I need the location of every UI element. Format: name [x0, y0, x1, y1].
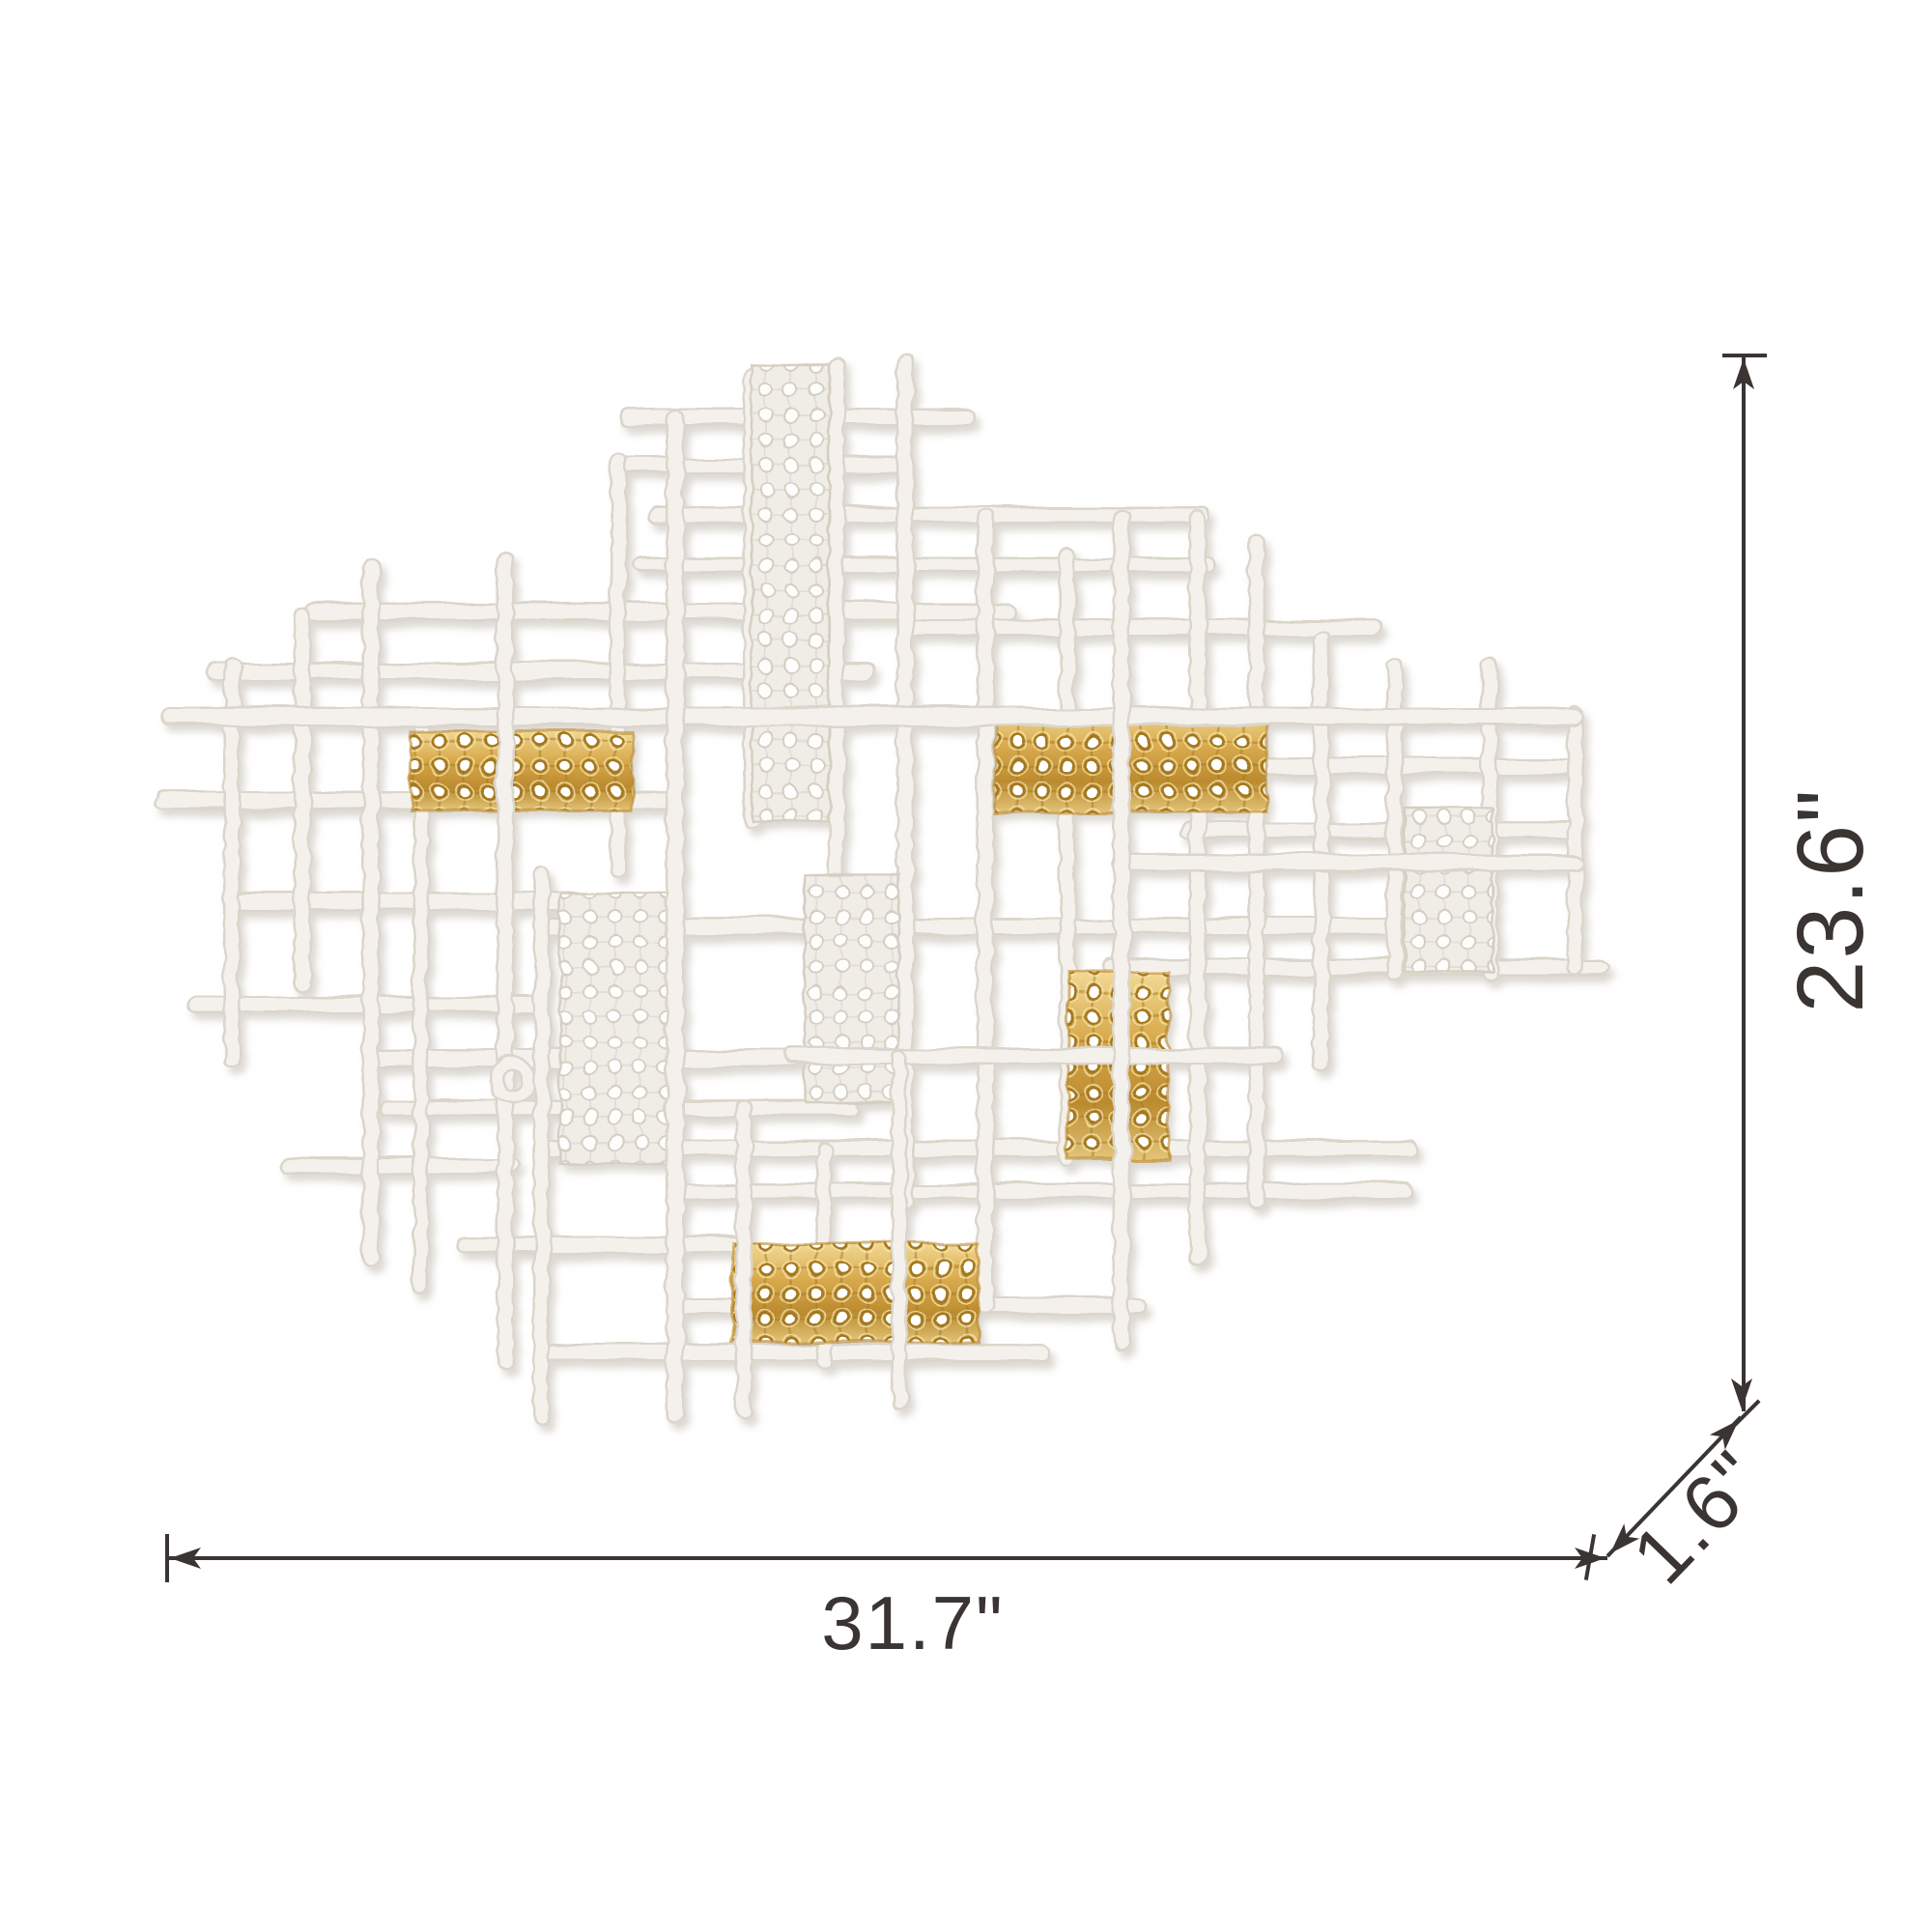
depth-dimension-label: 1.6" [1616, 1435, 1780, 1601]
width-dimension-label: 31.7" [821, 1580, 1005, 1665]
artwork-illustration [155, 355, 1610, 1425]
height-dimension-label: 23.6" [1777, 787, 1883, 1012]
dimension-annotations [165, 354, 1767, 1582]
